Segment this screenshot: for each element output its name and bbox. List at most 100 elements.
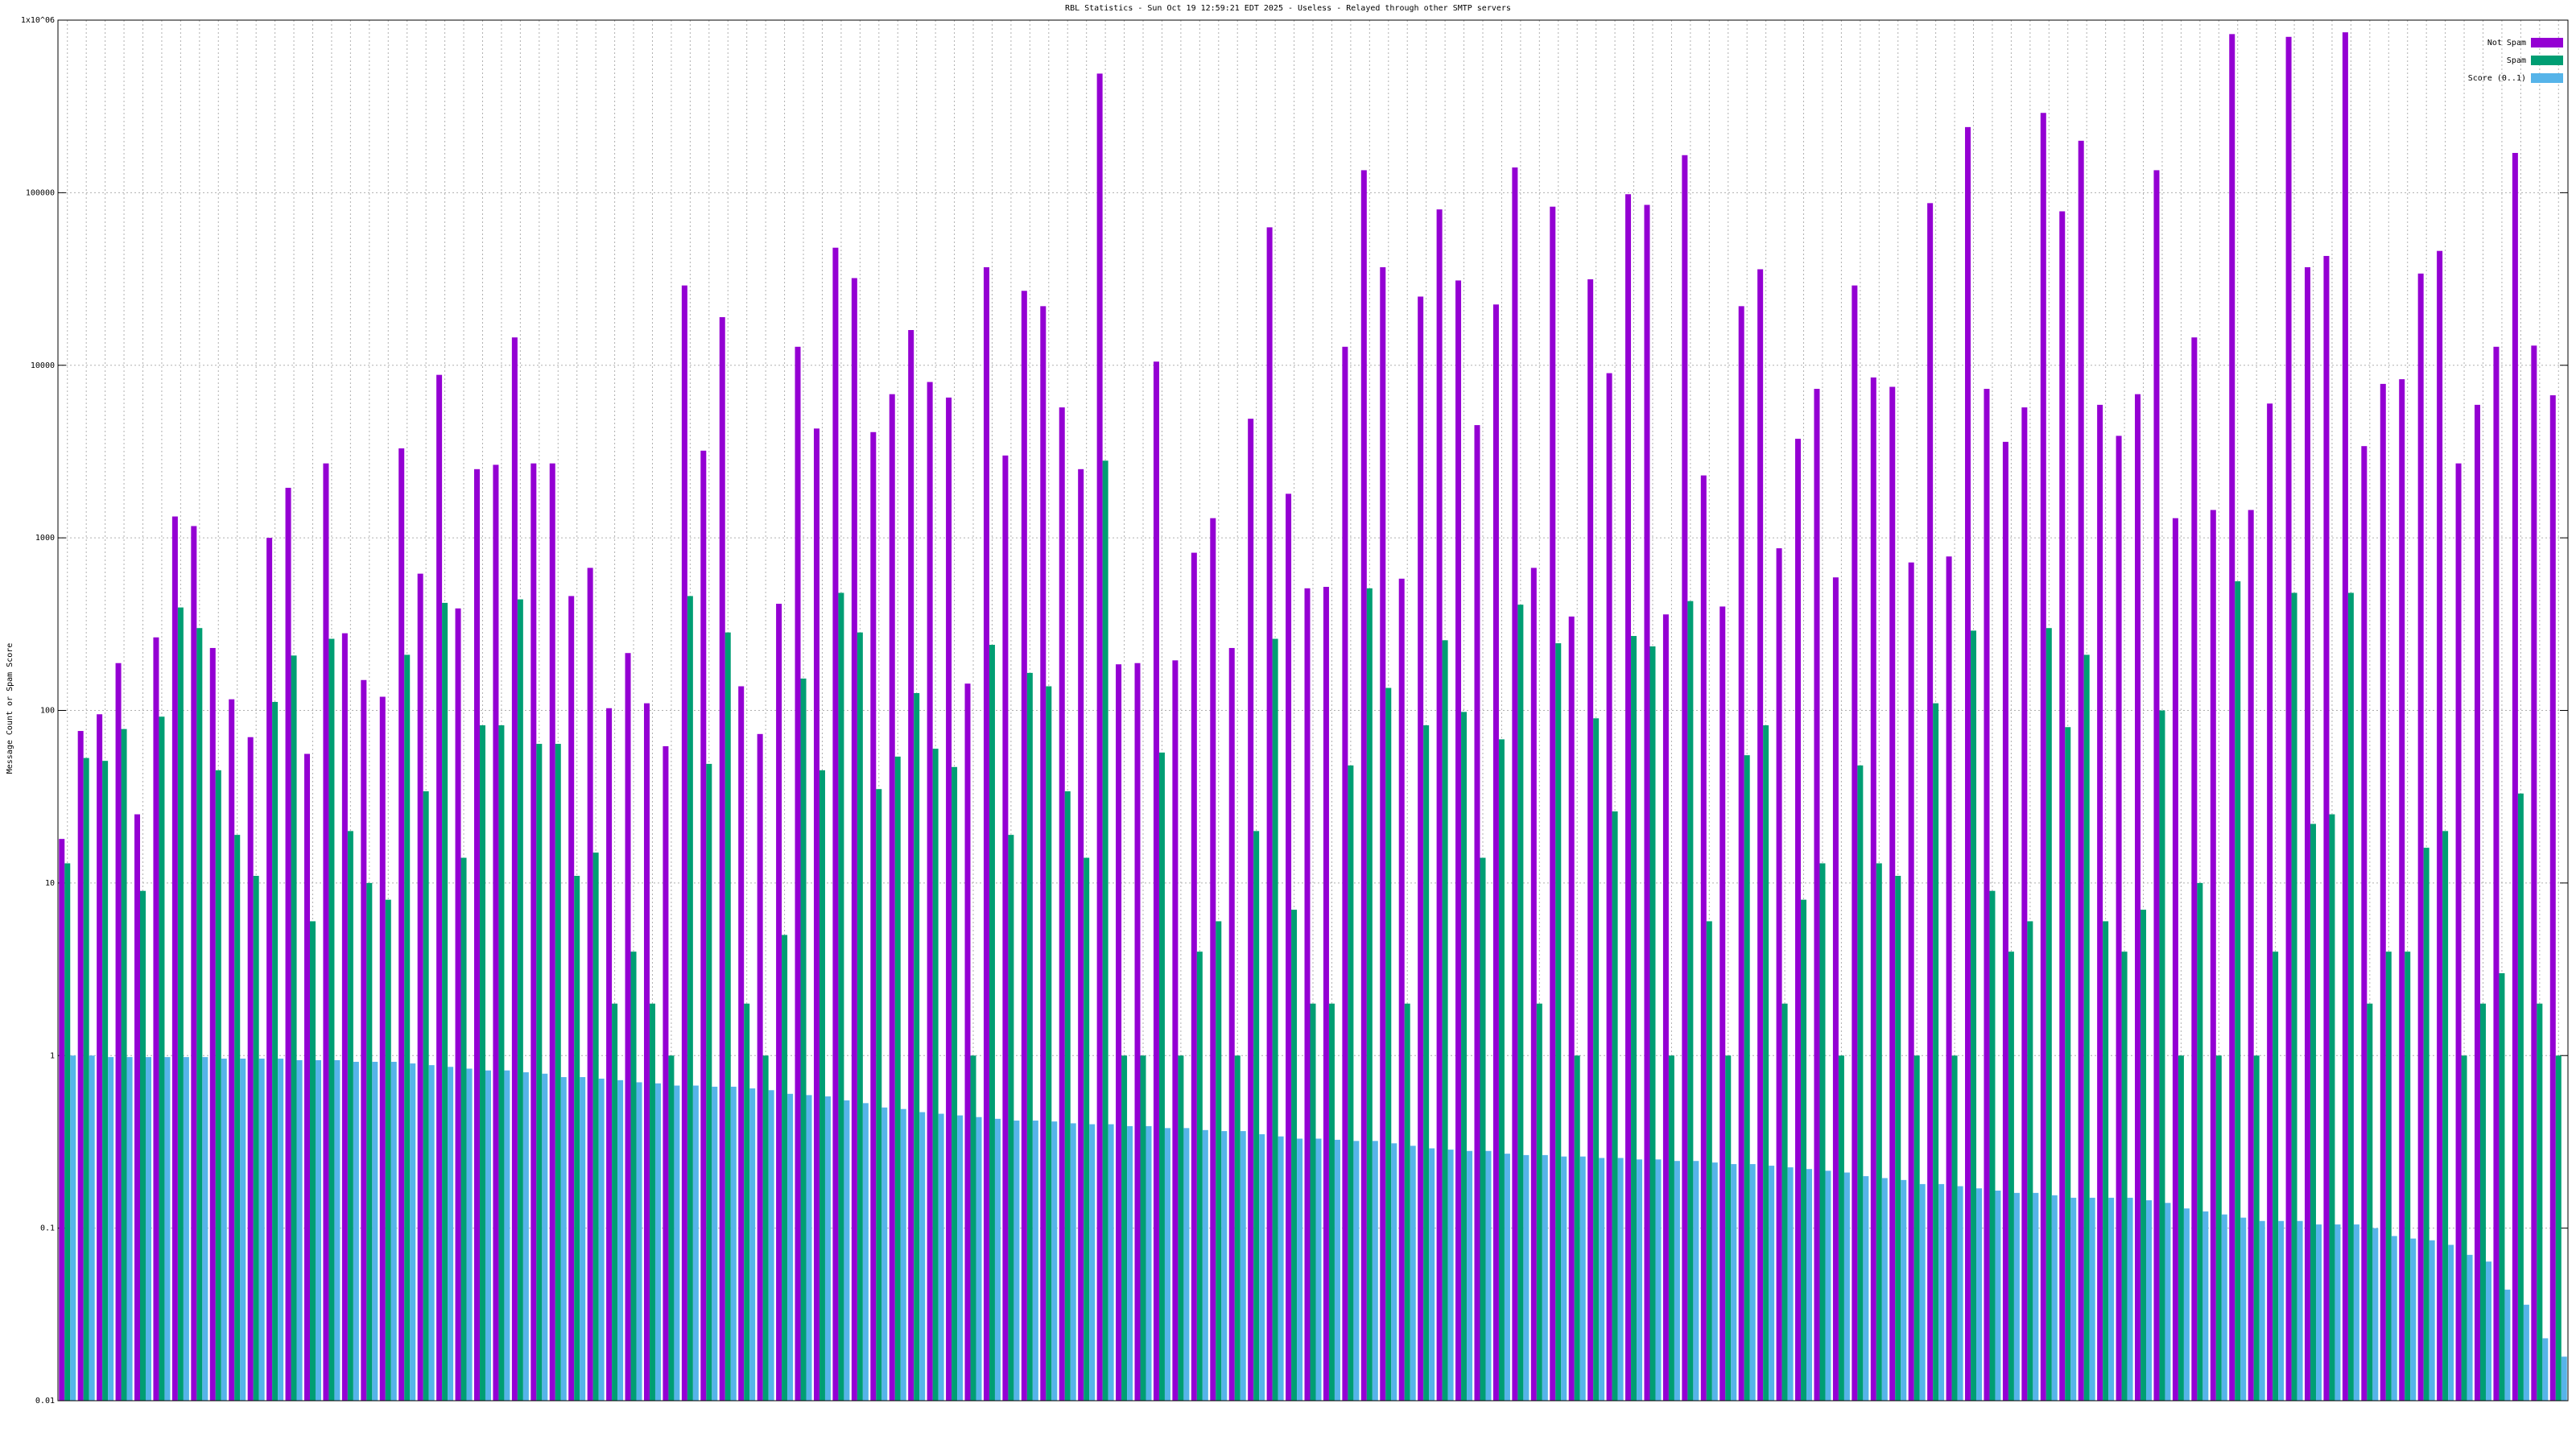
bar [1032, 1121, 1038, 1401]
bar [1757, 269, 1764, 1401]
bar [2291, 592, 2297, 1401]
bar [724, 632, 731, 1401]
bar [900, 1108, 906, 1401]
bar [2033, 1192, 2039, 1401]
bar [674, 1085, 680, 1401]
bar [2342, 32, 2348, 1401]
bar [177, 607, 184, 1401]
bar [989, 644, 995, 1401]
bar [323, 463, 329, 1401]
bar [1579, 1156, 1586, 1401]
bar [2405, 952, 2411, 1401]
bar [2235, 581, 2241, 1401]
bar [719, 316, 725, 1401]
bar [2399, 379, 2405, 1401]
bar [1210, 518, 1216, 1401]
bar [1196, 952, 1203, 1401]
bar [994, 1118, 1001, 1401]
bar [2475, 404, 2481, 1402]
bar [625, 653, 631, 1401]
bar [851, 278, 857, 1401]
bar [832, 247, 839, 1401]
bar [1574, 1055, 1580, 1401]
bar [2467, 1254, 2473, 1401]
bar [819, 770, 825, 1401]
bar [2146, 1200, 2153, 1401]
bar [2380, 383, 2386, 1402]
bar [1971, 630, 1977, 1401]
bar [1700, 475, 1707, 1401]
bar [2361, 446, 2368, 1401]
bar [1706, 921, 1712, 1401]
bar [1485, 1150, 1492, 1401]
bar [2103, 921, 2109, 1401]
bar [654, 1083, 661, 1401]
bar [1668, 1055, 1674, 1401]
bar [2002, 441, 2008, 1401]
bar [1649, 646, 1656, 1401]
bar [782, 935, 788, 1401]
bar [2178, 1055, 2184, 1401]
bar [2046, 628, 2052, 1401]
bar [404, 654, 411, 1401]
bar [485, 1070, 491, 1401]
bar [1995, 1191, 2001, 1401]
bar [700, 450, 707, 1401]
bar [1769, 1166, 1775, 1401]
bar [2310, 824, 2317, 1401]
bar [83, 758, 89, 1401]
bar [1913, 1055, 1920, 1401]
bar [957, 1115, 964, 1401]
bar [2461, 1055, 2467, 1401]
bar [668, 1055, 675, 1401]
bar [2165, 1203, 2171, 1401]
bar [1334, 1139, 1340, 1401]
bar [221, 1059, 227, 1401]
bar [1655, 1159, 1662, 1401]
bar [1895, 876, 1901, 1401]
bar [1002, 455, 1009, 1402]
bar [436, 374, 443, 1402]
bar [64, 863, 71, 1401]
bar [776, 604, 782, 1401]
bar [862, 1103, 869, 1401]
bar [1064, 791, 1071, 1401]
bar [1455, 280, 1462, 1402]
bar [574, 876, 580, 1401]
bar [1121, 1055, 1128, 1401]
bar [341, 633, 348, 1401]
bar [1738, 306, 1744, 1401]
bar [2523, 1304, 2529, 1401]
bar [1089, 1124, 1096, 1401]
bar [1498, 739, 1505, 1401]
bar [121, 729, 127, 1401]
bar [1410, 1146, 1416, 1401]
bar [1587, 279, 1594, 1401]
bar [2202, 1211, 2209, 1401]
bar [1919, 1183, 1926, 1401]
bar [1806, 1169, 1813, 1401]
bar [1158, 752, 1165, 1401]
bar [1297, 1138, 1303, 1401]
bar [2372, 1228, 2379, 1401]
bar [687, 596, 693, 1401]
chart-title: RBL Statistics - Sun Oct 19 12:59:21 EDT… [1065, 4, 1511, 13]
bar [145, 1057, 151, 1401]
bar [2070, 1197, 2077, 1401]
bar [1046, 686, 1052, 1401]
bar [2512, 152, 2518, 1401]
bar [587, 568, 593, 1402]
bar [1315, 1138, 1322, 1401]
bar [1461, 712, 1468, 1401]
bar [2517, 793, 2524, 1401]
bar [1404, 1003, 1410, 1401]
bar [1938, 1183, 1945, 1401]
bar [1040, 306, 1046, 1401]
bar [361, 679, 367, 1401]
bar [1084, 857, 1090, 1401]
bar [2347, 592, 2354, 1401]
bar [1644, 204, 1650, 1401]
bar [455, 608, 461, 1401]
bar [1517, 605, 1524, 1401]
bar [1070, 1123, 1076, 1401]
